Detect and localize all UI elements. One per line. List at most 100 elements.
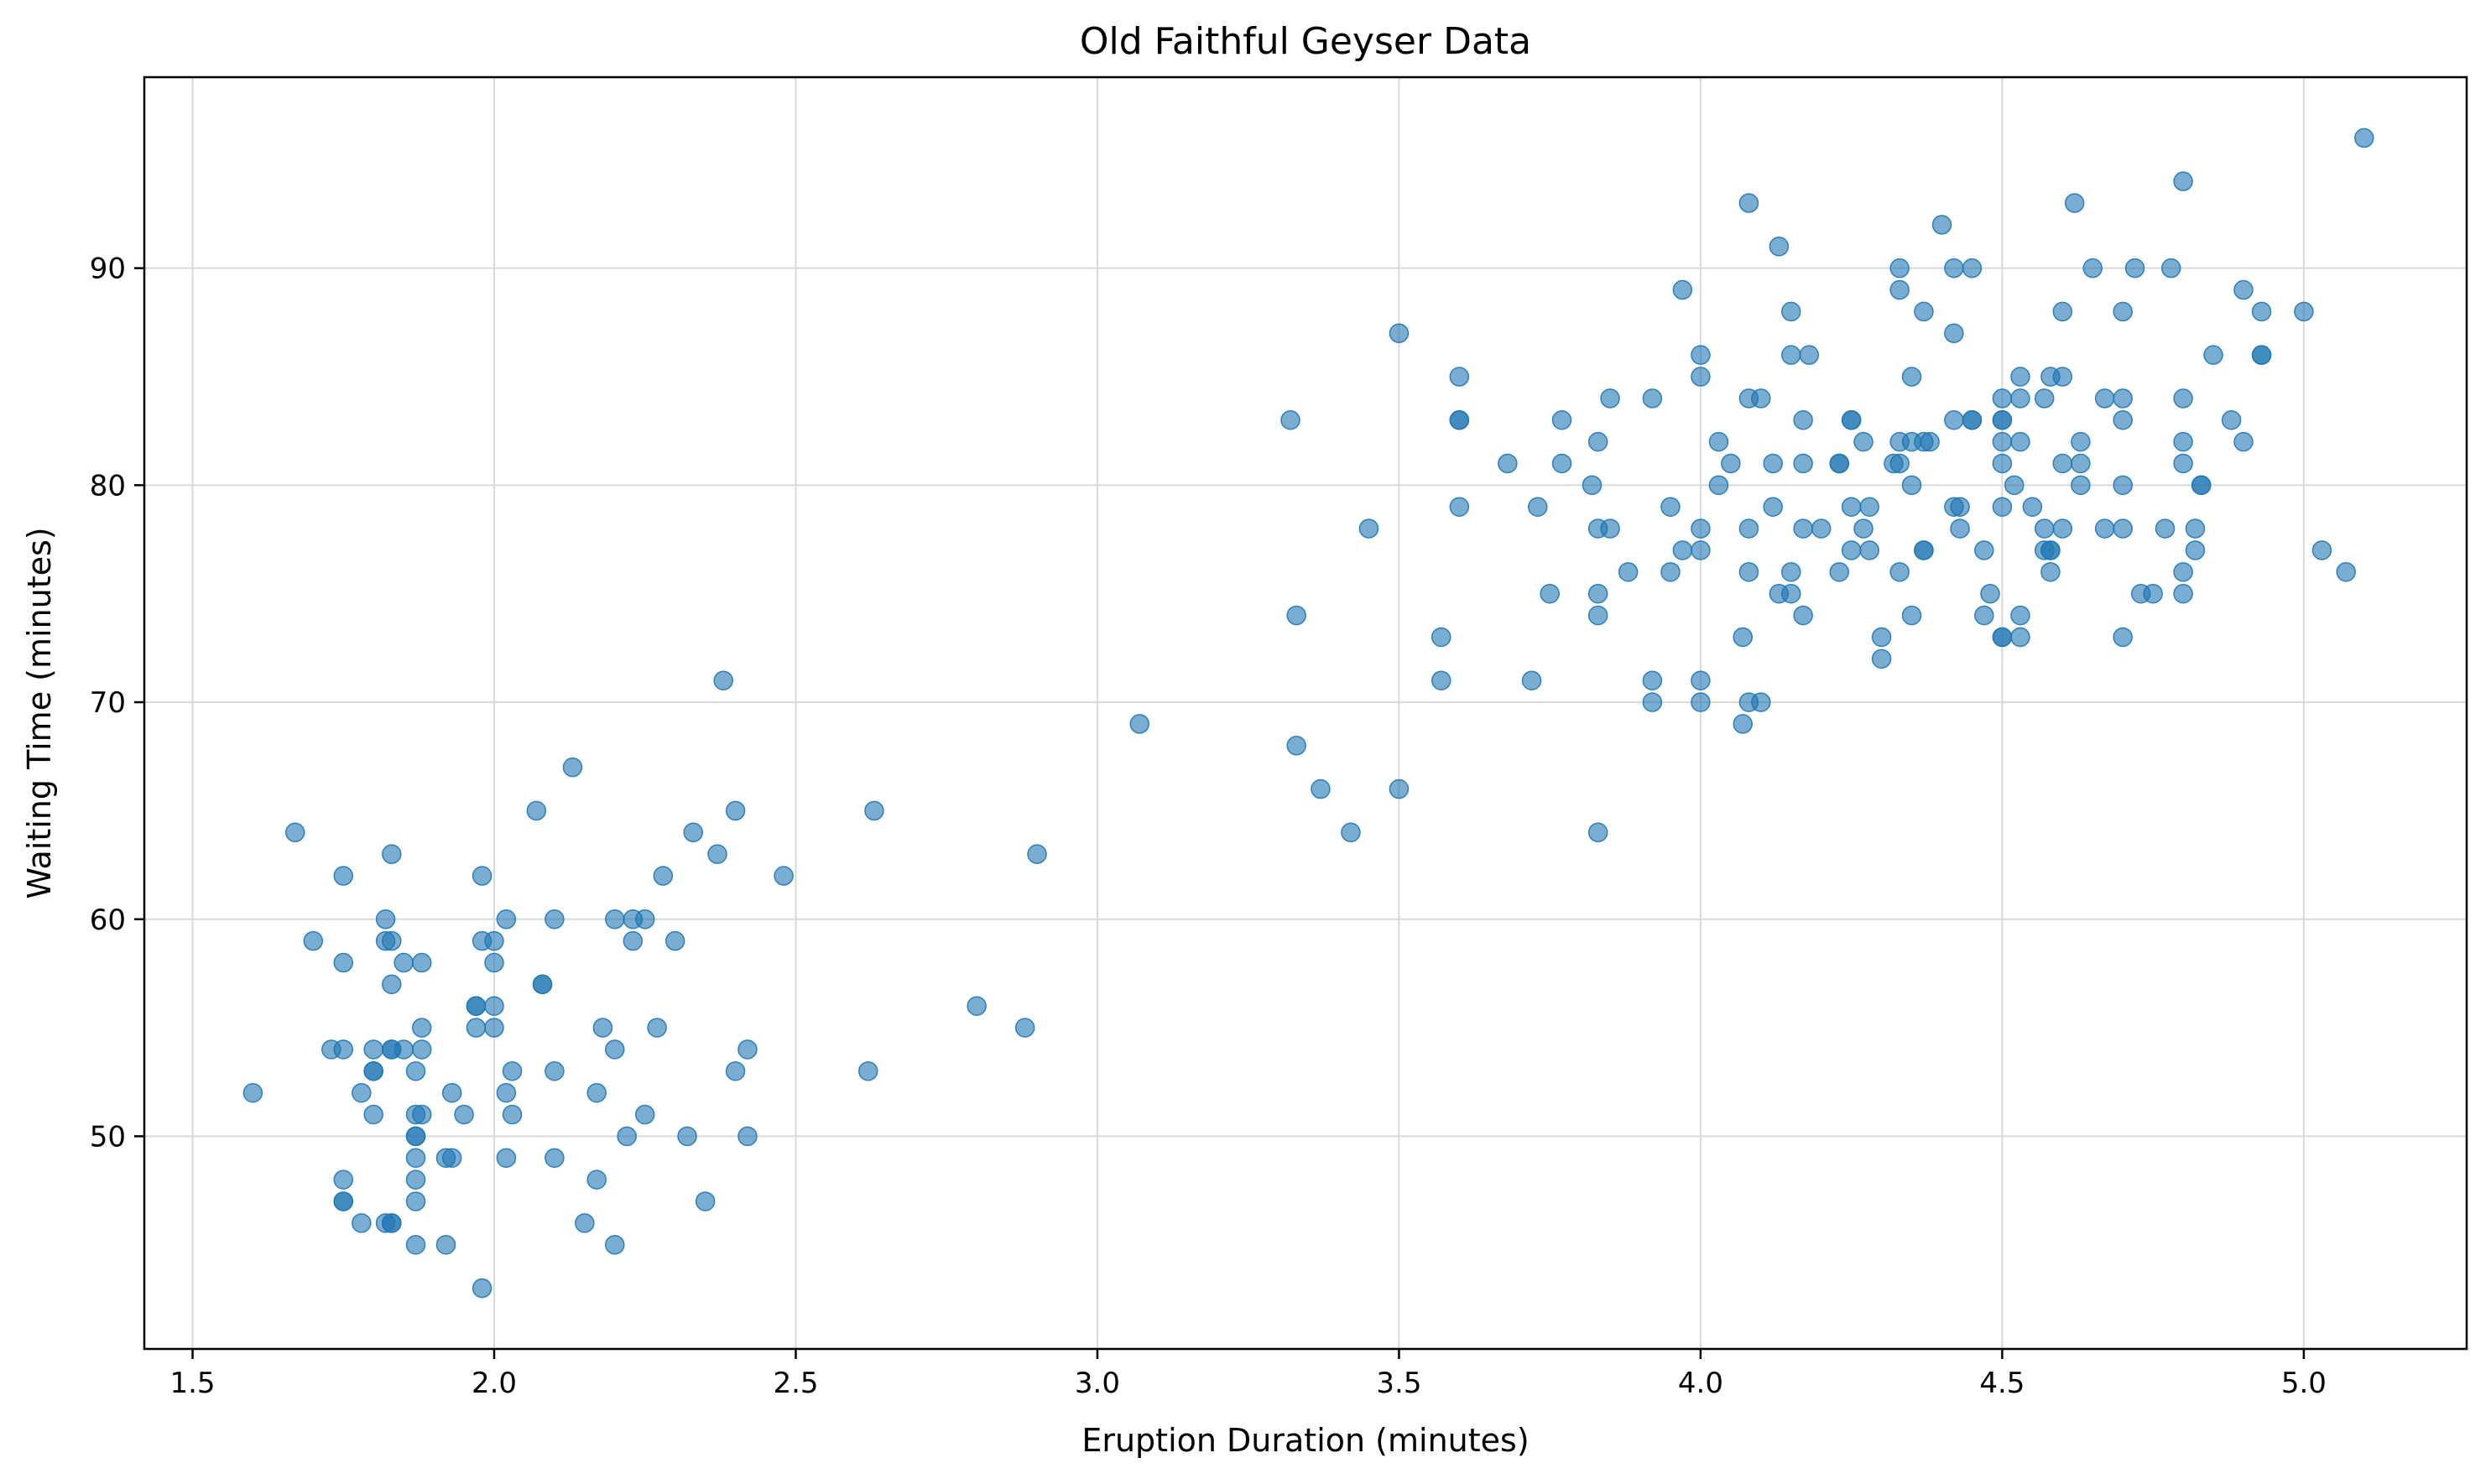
y-tick-label: 90	[90, 253, 126, 286]
y-axis-label: Waiting Time (minutes)	[21, 527, 58, 898]
scatter-point	[2040, 540, 2061, 560]
scatter-point	[1992, 388, 2013, 409]
scatter-point	[1660, 497, 1681, 517]
scatter-point	[1672, 540, 1693, 560]
scatter-point	[1793, 453, 1813, 474]
scatter-point	[1944, 258, 1964, 279]
scatter-point	[1962, 410, 1983, 430]
scatter-point	[695, 1191, 716, 1211]
x-axis-label: Eruption Duration (minutes)	[1081, 1422, 1529, 1459]
scatter-point	[435, 1235, 456, 1255]
scatter-point	[2354, 128, 2374, 148]
scatter-point	[1280, 410, 1300, 430]
scatter-point	[664, 930, 685, 951]
scatter-point	[2143, 583, 2163, 604]
scatter-point	[382, 1213, 402, 1233]
scatter-point	[382, 974, 402, 995]
scatter-point	[2113, 627, 2133, 648]
y-tick-label: 60	[90, 903, 126, 937]
scatter-point	[393, 1039, 414, 1060]
scatter-point	[605, 1235, 625, 1255]
scatter-point	[737, 1126, 758, 1147]
scatter-point	[1027, 844, 1047, 864]
scatter-point	[441, 1148, 462, 1169]
scatter-point	[472, 1278, 492, 1299]
scatter-point	[1901, 605, 1922, 626]
scatter-point	[2311, 540, 2332, 560]
grid-lines	[144, 77, 2467, 1349]
scatter-point	[1962, 258, 1983, 279]
scatter-point	[707, 844, 727, 864]
scatter-point	[1781, 345, 1801, 365]
scatter-point	[677, 1126, 697, 1147]
scatter-point	[1431, 670, 1451, 690]
scatter-point	[575, 1213, 595, 1233]
scatter-point	[2052, 367, 2073, 387]
scatter-point	[1014, 1018, 1035, 1038]
scatter-point	[1871, 648, 1892, 669]
scatter-point	[1708, 431, 1729, 452]
scatter-point	[562, 757, 583, 778]
scatter-point	[2173, 171, 2193, 191]
x-tick-label: 4.0	[1678, 1367, 1723, 1400]
scatter-point	[484, 952, 504, 973]
scatter-point	[1950, 518, 1970, 539]
scatter-point	[725, 1061, 746, 1081]
y-tick-label: 80	[90, 469, 126, 502]
scatter-point	[858, 1061, 878, 1081]
scatter-point	[2124, 258, 2145, 279]
scatter-point	[1992, 497, 2013, 517]
scatter-point	[1829, 562, 1850, 582]
x-tick-label: 4.5	[1979, 1367, 2025, 1400]
scatter-point	[363, 1039, 383, 1060]
scatter-point	[1841, 410, 1862, 430]
scatter-point	[1691, 540, 1711, 560]
scatter-point	[411, 1104, 432, 1125]
scatter-point	[382, 844, 402, 864]
scatter-point	[1901, 475, 1922, 496]
scatter-point	[1551, 410, 1572, 430]
scatter-point	[1769, 237, 1790, 257]
scatter-point	[352, 1213, 372, 1233]
scatter-point	[1431, 627, 1451, 648]
scatter-point	[1311, 778, 1331, 799]
scatter-point	[1600, 518, 1620, 539]
scatter-point	[405, 1148, 426, 1169]
scatter-point	[352, 1082, 372, 1103]
scatter-point	[411, 1018, 432, 1038]
scatter-point	[1889, 453, 1910, 474]
scatter-point	[1889, 279, 1910, 300]
scatter-point	[284, 822, 305, 843]
scatter-point	[1829, 453, 1850, 474]
scatter-point	[617, 1126, 637, 1147]
scatter-point	[605, 1039, 625, 1060]
scatter-point	[411, 952, 432, 973]
scatter-point	[405, 1191, 426, 1211]
scatter-point	[2052, 301, 2073, 322]
plot-frame	[143, 76, 2468, 1351]
scatter-point	[441, 1082, 462, 1103]
x-tick-label: 2.0	[472, 1367, 517, 1400]
scatter-point	[1738, 193, 1759, 213]
scatter-point	[2052, 518, 2073, 539]
scatter-point	[1587, 583, 1608, 604]
scatter-point	[363, 1104, 383, 1125]
scatter-point	[1286, 736, 1306, 756]
scatter-point	[967, 996, 987, 1016]
scatter-point	[1859, 540, 1879, 560]
scatter-point	[2064, 193, 2085, 213]
scatter-point	[2113, 475, 2133, 496]
scatter-point	[2052, 453, 2073, 474]
scatter-point	[2336, 562, 2356, 582]
scatter-point	[1920, 431, 1940, 452]
x-axis-ticks: 1.5 2.0 2.5 3.0 3.5 4.0 4.5 5.0	[169, 1349, 2327, 1400]
scatter-point	[1738, 562, 1759, 582]
scatter-point	[1528, 497, 1548, 517]
scatter-point	[1540, 583, 1560, 604]
scatter-point	[1992, 431, 2013, 452]
scatter-point	[1859, 497, 1879, 517]
scatter-point	[545, 909, 565, 929]
scatter-point	[2004, 475, 2025, 496]
scatter-point	[1733, 627, 1753, 648]
scatter-point	[2160, 258, 2181, 279]
